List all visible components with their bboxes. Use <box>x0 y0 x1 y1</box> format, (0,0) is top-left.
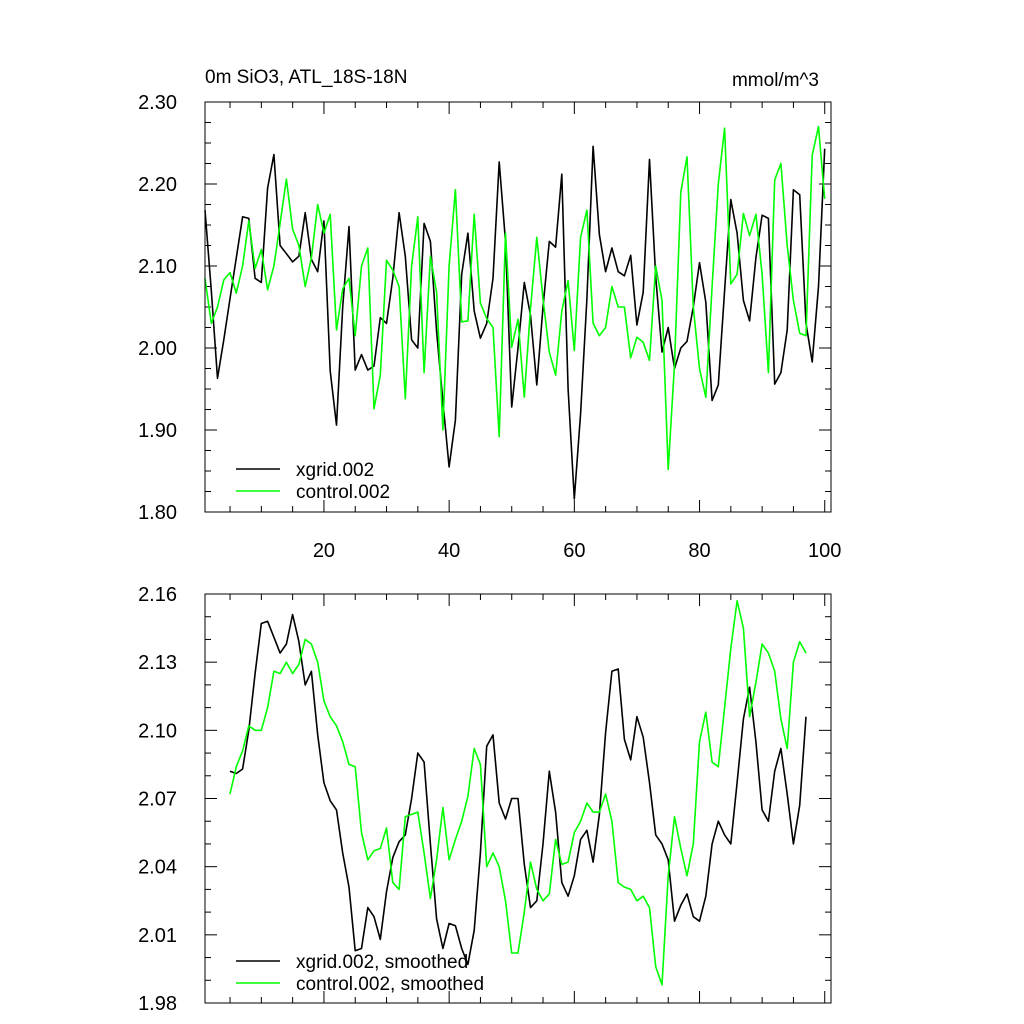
y-tick-label: 2.04 <box>138 857 177 879</box>
x-tick-label: 100 <box>808 540 841 562</box>
y-tick-label: 2.10 <box>138 720 177 742</box>
top-series-lines <box>204 125 826 500</box>
y-tick-label: 2.07 <box>138 789 177 811</box>
y-tick-label: 2.30 <box>138 92 177 114</box>
top-x-tick-labels: 20 40 60 80 100 <box>313 540 842 562</box>
x-tick-label: 40 <box>438 540 460 562</box>
series-line-xgrid-002 <box>204 145 826 500</box>
legend-label: control.002 <box>296 482 390 503</box>
bottom-chart: 1.98 2.01 2.04 2.07 2.10 2.13 2.16 xgrid.002, … <box>138 584 832 1015</box>
bottom-y-tick-labels: 1.98 2.01 2.04 2.07 2.10 2.13 2.16 <box>138 584 177 1015</box>
y-tick-label: 2.10 <box>138 256 177 278</box>
top-ticks <box>205 101 831 513</box>
y-tick-label: 1.98 <box>138 993 177 1015</box>
top-chart: 0m SiO3, ATL_18S-18N mmol/m^3 1.80 1.90 2.… <box>138 67 841 562</box>
bottom-series-lines <box>229 599 807 986</box>
y-tick-label: 1.80 <box>138 502 177 524</box>
legend-label: xgrid.002, smoothed <box>296 952 468 973</box>
y-tick-label: 2.00 <box>138 338 177 360</box>
top-y-tick-labels: 1.80 1.90 2.00 2.10 2.20 2.30 <box>138 92 177 524</box>
series-line-control-002-smoothed <box>229 599 807 986</box>
legend-label: control.002, smoothed <box>296 974 484 995</box>
legend-label: xgrid.002 <box>296 460 374 481</box>
bottom-plot-frame <box>204 593 832 1004</box>
x-tick-label: 20 <box>313 540 335 562</box>
x-tick-label: 80 <box>688 540 710 562</box>
units-label: mmol/m^3 <box>732 70 819 91</box>
y-tick-label: 2.01 <box>138 925 177 947</box>
y-tick-label: 2.13 <box>138 652 177 674</box>
top-plot-frame <box>204 101 832 513</box>
chart-title: 0m SiO3, ATL_18S-18N <box>205 67 407 88</box>
y-tick-label: 2.20 <box>138 174 177 196</box>
series-line-xgrid-002-smoothed <box>229 613 807 966</box>
x-tick-label: 60 <box>563 540 585 562</box>
series-line-control-002 <box>204 125 826 471</box>
y-tick-label: 1.90 <box>138 420 177 442</box>
y-tick-label: 2.16 <box>138 584 177 606</box>
